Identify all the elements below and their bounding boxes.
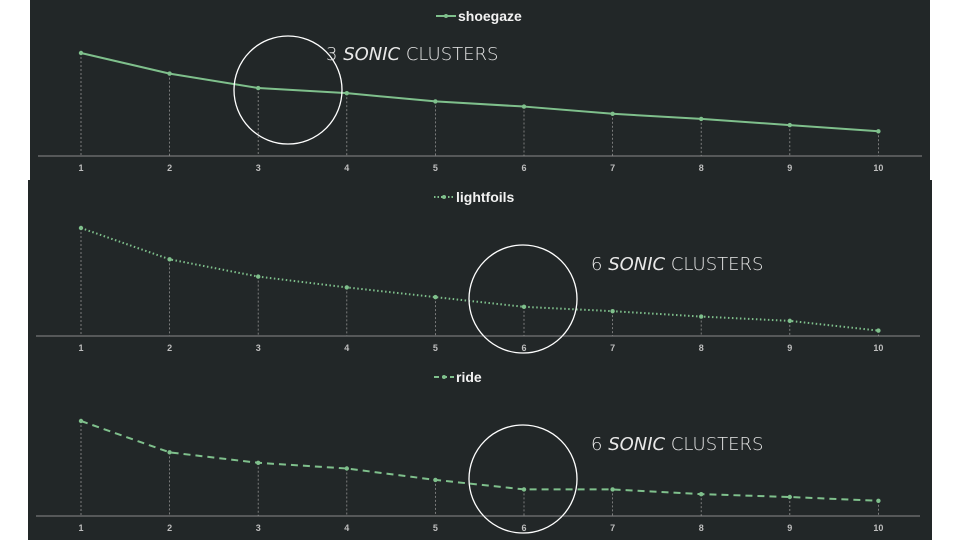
x-tick-label: 10: [873, 163, 883, 173]
data-point: [787, 494, 792, 500]
annotation-number: 6: [591, 434, 603, 455]
series-line: [80, 227, 879, 332]
legend-label: lightfoils: [456, 189, 515, 205]
legend-label: ride: [456, 369, 482, 385]
x-tick-label: 9: [787, 523, 792, 533]
data-point: [256, 85, 261, 91]
data-point: [521, 487, 527, 492]
data-point: [167, 71, 172, 76]
data-point: [787, 318, 792, 324]
series-line: [80, 420, 879, 502]
data-point: [433, 99, 438, 104]
data-point: [610, 308, 615, 314]
x-tick-label: 2: [167, 523, 172, 533]
data-point: [876, 129, 881, 134]
data-point: [78, 418, 84, 424]
legend-marker: [444, 14, 448, 18]
x-tick-label: 2: [167, 343, 172, 353]
x-tick-label: 10: [873, 523, 883, 533]
annotation-emphasis: SONIC: [343, 44, 401, 65]
x-tick-label: 6: [521, 343, 526, 353]
data-point: [521, 304, 527, 310]
x-tick-label: 8: [699, 343, 704, 353]
chart-panel-lightfoils: 1 2 3 4 5 6 7 8 9 10 lightfoils 6 SONIC CLUSTERS: [28, 180, 932, 360]
x-tick-label: 10: [873, 343, 883, 353]
data-point: [699, 314, 704, 319]
data-point: [610, 111, 615, 116]
x-tick-label: 7: [610, 523, 615, 533]
x-tick-label: 4: [344, 343, 349, 353]
chart-panel-ride: 1 2 3 4 5 6 7 8 9 10 ride 6 SONIC CLUSTERS: [28, 360, 932, 540]
data-point: [610, 487, 615, 492]
legend-marker: [442, 195, 446, 199]
data-point: [256, 460, 261, 465]
legend-marker: [442, 375, 446, 379]
data-point: [78, 225, 84, 231]
x-tick-label: 1: [78, 523, 83, 533]
annotation-label: 3 SONIC CLUSTERS: [326, 44, 498, 65]
data-point: [344, 466, 349, 471]
legend-label: shoegaze: [458, 8, 522, 24]
annotation-number: 6: [591, 254, 603, 275]
line-chart-shoegaze: 1 2 3 4 5 6 7 8 9 10 shoegaze: [38, 8, 922, 173]
data-point: [787, 122, 792, 128]
annotation-label: 6 SONIC CLUSTERS: [591, 434, 763, 455]
data-point: [433, 477, 438, 483]
x-tick-label: 6: [521, 163, 526, 173]
data-point: [256, 274, 261, 279]
data-point: [167, 450, 172, 455]
data-point: [699, 116, 704, 122]
highlight-circle: [468, 424, 578, 534]
data-point: [521, 104, 527, 109]
x-tick-label: 8: [699, 523, 704, 533]
data-point: [699, 491, 704, 497]
highlight-circle: [233, 35, 343, 145]
x-tick-label: 5: [433, 163, 438, 173]
data-point: [344, 90, 349, 96]
annotation-rest: CLUSTERS: [670, 434, 764, 455]
x-tick-label: 1: [78, 343, 83, 353]
line-chart-lightfoils: 1 2 3 4 5 6 7 8 9 10 lightfoils: [36, 189, 920, 354]
series-line: [80, 52, 879, 133]
data-point: [167, 257, 172, 262]
annotation-emphasis: SONIC: [608, 434, 666, 455]
x-tick-label: 4: [344, 523, 349, 533]
annotation-number: 3: [326, 44, 338, 65]
x-tick-label: 2: [167, 163, 172, 173]
data-point: [78, 50, 84, 56]
annotation-emphasis: SONIC: [608, 254, 666, 275]
data-point: [876, 498, 881, 503]
x-tick-label: 9: [787, 163, 792, 173]
x-tick-label: 4: [344, 163, 349, 173]
x-tick-label: 5: [433, 343, 438, 353]
annotation-label: 6 SONIC CLUSTERS: [591, 254, 763, 275]
x-tick-label: 9: [787, 343, 792, 353]
highlight-circle: [468, 244, 578, 354]
data-point: [876, 328, 881, 333]
annotation-rest: CLUSTERS: [405, 44, 499, 65]
x-tick-label: 3: [256, 163, 261, 173]
x-tick-label: 8: [699, 163, 704, 173]
x-tick-label: 7: [610, 343, 615, 353]
x-tick-label: 6: [521, 523, 526, 533]
line-chart-ride: 1 2 3 4 5 6 7 8 9 10 ride: [36, 369, 920, 534]
x-tick-label: 1: [78, 163, 83, 173]
data-point: [433, 294, 438, 300]
x-tick-label: 3: [256, 523, 261, 533]
x-tick-label: 3: [256, 343, 261, 353]
data-point: [344, 285, 349, 290]
annotation-rest: CLUSTERS: [670, 254, 764, 275]
x-tick-label: 7: [610, 163, 615, 173]
chart-panel-shoegaze: 1 2 3 4 5 6 7 8 9 10 shoegaze 3 SONIC CLUSTERS: [30, 0, 930, 180]
x-tick-label: 5: [433, 523, 438, 533]
